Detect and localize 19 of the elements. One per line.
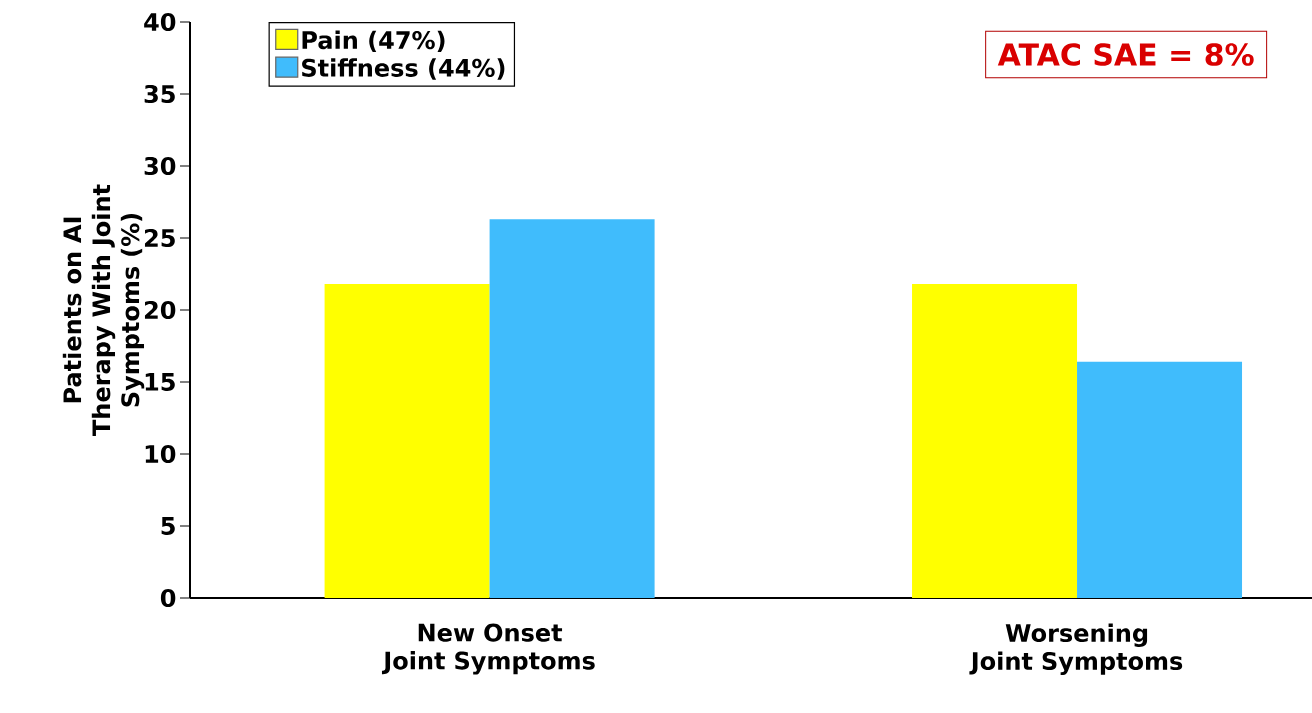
y-tick-label: 35 — [144, 84, 175, 104]
annotation: ATAC SAE = 8% — [997, 43, 1254, 66]
y-tick-label: 15 — [145, 373, 175, 391]
x-tick-label: Worsening Joint Symptoms — [969, 623, 1183, 675]
y-tick-label: 10 — [145, 444, 176, 464]
y-tick-label: 0 — [160, 588, 176, 608]
y-tick-label: 25 — [144, 228, 175, 248]
legend-label: Stiffness (44%) — [302, 58, 505, 80]
bar — [489, 219, 655, 598]
x-tick-label: New Onset Joint Symptoms — [381, 623, 595, 675]
legend-label: Pain (47%) — [302, 30, 445, 52]
bar — [1077, 361, 1243, 598]
y-axis-title: Patients on AI Therapy With Joint Symptoms (%) — [62, 184, 145, 436]
y-tick-label: 20 — [144, 300, 176, 320]
y-tick-label: 40 — [144, 12, 176, 32]
bar — [324, 284, 490, 598]
bar — [912, 284, 1078, 598]
y-tick-label: 5 — [161, 517, 175, 535]
y-tick-label: 30 — [144, 156, 176, 176]
